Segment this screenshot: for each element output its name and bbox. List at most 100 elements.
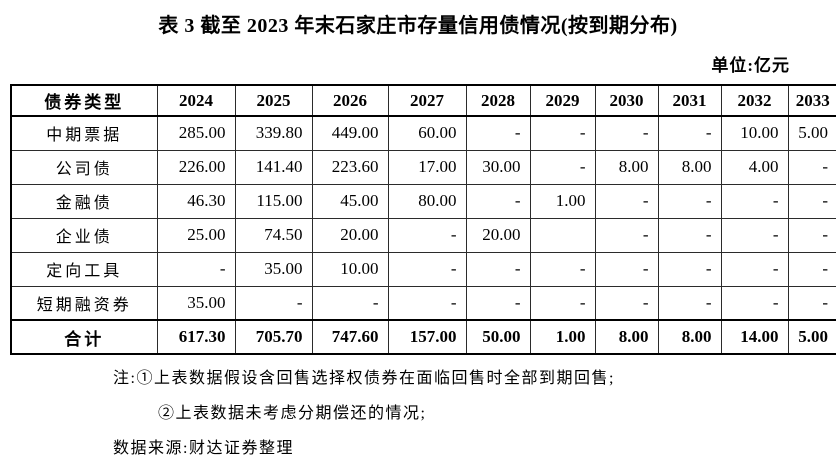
value-cell: 223.60 xyxy=(311,149,389,185)
value-cell: 285.00 xyxy=(156,115,236,151)
note-2: ②上表数据未考虑分期偿还的情况; xyxy=(158,405,427,422)
total-row: 合计 617.30 705.70 747.60 157.00 50.00 1.00 8.00 8… xyxy=(10,319,836,355)
value-cell: 10.00 xyxy=(311,251,389,287)
value-cell: - xyxy=(529,115,596,151)
table-row: 短期融资券 35.00- - - - - - - - - xyxy=(10,285,836,321)
value-cell: 25.00 xyxy=(156,217,236,253)
value-cell: - xyxy=(594,183,659,219)
col-header-year-2032: 2032 xyxy=(720,84,789,117)
value-cell: - xyxy=(156,251,236,287)
col-header-year-2025: 2025 xyxy=(234,84,313,117)
note-1: 注:①上表数据假设含回售选择权债券在面临回售时全部到期回售; xyxy=(113,370,615,387)
value-cell: 80.00 xyxy=(387,183,467,219)
value-cell: 8.00 xyxy=(657,149,722,185)
value-cell: 449.00 xyxy=(311,115,389,151)
report-page: 表 3 截至 2023 年末石家庄市存量信用债情况(按到期分布) 单位:亿元 债… xyxy=(0,9,836,461)
table-row: 中期票据 285.00 339.80 449.00 60.00- - - -10.00 5.00 xyxy=(10,115,836,151)
value-cell: - xyxy=(720,217,789,253)
value-cell: 50.00 xyxy=(465,319,531,355)
value-cell: - xyxy=(387,251,467,287)
bond-maturity-table: 债券类型 2024 2025 2026 2027 2028 2029 2030 2031 2032… xyxy=(10,84,836,355)
col-header-year-2026: 2026 xyxy=(311,84,389,117)
value-cell: 747.60 xyxy=(311,319,389,355)
value-cell: - xyxy=(465,115,531,151)
value-cell: 1.00 xyxy=(529,183,596,219)
value-cell: 8.00 xyxy=(594,319,659,355)
value-cell: 30.00 xyxy=(465,149,531,185)
value-cell: 141.40 xyxy=(234,149,313,185)
value-cell: 35.00 xyxy=(156,285,236,321)
value-cell: - xyxy=(311,285,389,321)
value-cell: - xyxy=(387,217,467,253)
table-row: 定向工具 -35.00 10.00- - - - - - - xyxy=(10,251,836,287)
value-cell: 617.30 xyxy=(156,319,236,355)
table-row: 公司债 226.00 141.40 223.60 17.00 30.00 - 8.00 8.00… xyxy=(10,149,836,185)
col-header-year-2031: 2031 xyxy=(657,84,722,117)
value-cell: - xyxy=(657,217,722,253)
row-label: 合计 xyxy=(10,319,158,355)
value-cell: 115.00 xyxy=(234,183,313,219)
value-cell: 45.00 xyxy=(311,183,389,219)
value-cell: - xyxy=(234,285,313,321)
table-header-row: 债券类型 2024 2025 2026 2027 2028 2029 2030 2031 2032… xyxy=(10,84,836,117)
value-cell: 10.00 xyxy=(720,115,789,151)
value-cell: 46.30 xyxy=(156,183,236,219)
value-cell: - xyxy=(657,285,722,321)
value-cell: - xyxy=(657,183,722,219)
value-cell xyxy=(529,217,596,253)
row-label: 短期融资券 xyxy=(10,285,158,321)
value-cell: - xyxy=(720,285,789,321)
value-cell: - xyxy=(787,183,836,219)
value-cell: - xyxy=(787,285,836,321)
row-label: 金融债 xyxy=(10,183,158,219)
table-row: 金融债 46.30 115.00 45.00 80.00-1.00- - - - xyxy=(10,183,836,219)
row-label: 公司债 xyxy=(10,149,158,185)
value-cell: 20.00 xyxy=(311,217,389,253)
value-cell: 35.00 xyxy=(234,251,313,287)
value-cell: 20.00 xyxy=(465,217,531,253)
value-cell: 5.00 xyxy=(787,115,836,151)
value-cell: 5.00 xyxy=(787,319,836,355)
value-cell: 8.00 xyxy=(657,319,722,355)
value-cell: - xyxy=(657,251,722,287)
col-header-year-2029: 2029 xyxy=(529,84,596,117)
row-label: 企业债 xyxy=(10,217,158,253)
unit-label: 单位:亿元 xyxy=(711,56,790,75)
value-cell: - xyxy=(529,285,596,321)
value-cell: 705.70 xyxy=(234,319,313,355)
col-header-year-2030: 2030 xyxy=(594,84,659,117)
col-header-year-2027: 2027 xyxy=(387,84,467,117)
col-header-year-2024: 2024 xyxy=(156,84,236,117)
value-cell: - xyxy=(787,217,836,253)
row-label: 定向工具 xyxy=(10,251,158,287)
value-cell: 339.80 xyxy=(234,115,313,151)
value-cell: 226.00 xyxy=(156,149,236,185)
value-cell: - xyxy=(465,183,531,219)
value-cell: 17.00 xyxy=(387,149,467,185)
value-cell: - xyxy=(594,217,659,253)
value-cell: - xyxy=(465,285,531,321)
value-cell: 157.00 xyxy=(387,319,467,355)
col-header-year-2033: 2033 xyxy=(787,84,836,117)
col-header-year-2028: 2028 xyxy=(465,84,531,117)
value-cell: 60.00 xyxy=(387,115,467,151)
value-cell: - xyxy=(387,285,467,321)
table-notes: 注:①上表数据假设含回售选择权债券在面临回售时全部到期回售; ②上表数据未考虑分… xyxy=(0,367,836,461)
table-title: 表 3 截至 2023 年末石家庄市存量信用债情况(按到期分布) xyxy=(158,15,678,37)
value-cell: - xyxy=(529,251,596,287)
table-row: 企业债 25.00 74.50 20.00-20.00- - - - xyxy=(10,217,836,253)
value-cell: - xyxy=(594,285,659,321)
value-cell: - xyxy=(465,251,531,287)
value-cell: - xyxy=(594,251,659,287)
value-cell: - xyxy=(787,149,836,185)
value-cell: 74.50 xyxy=(234,217,313,253)
value-cell: - xyxy=(594,115,659,151)
value-cell: 8.00 xyxy=(594,149,659,185)
value-cell: - xyxy=(720,251,789,287)
col-header-bond-type: 债券类型 xyxy=(10,84,158,117)
row-label: 中期票据 xyxy=(10,115,158,151)
value-cell: 1.00 xyxy=(529,319,596,355)
value-cell: - xyxy=(657,115,722,151)
value-cell: - xyxy=(720,183,789,219)
value-cell: - xyxy=(787,251,836,287)
